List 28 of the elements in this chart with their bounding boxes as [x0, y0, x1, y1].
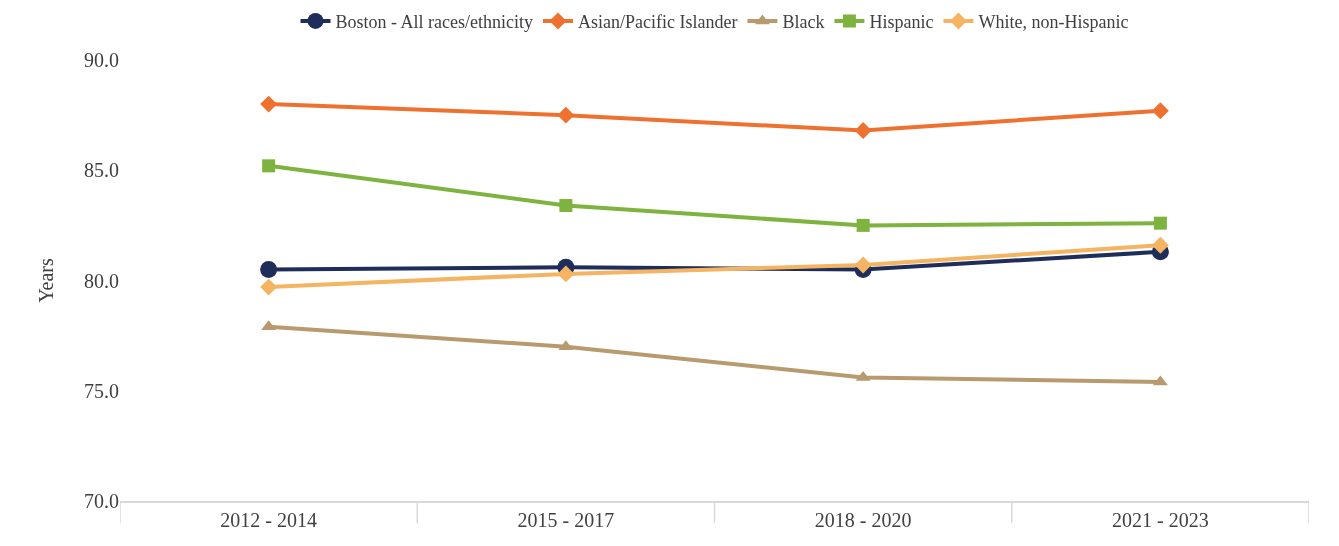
y-axis-title: Years — [34, 257, 57, 303]
point — [262, 159, 276, 173]
x-tick-label: 2021 - 2023 — [1112, 508, 1209, 531]
point — [1151, 102, 1169, 120]
y-tick-label: 80.0 — [84, 269, 119, 292]
point — [557, 265, 575, 283]
point — [559, 199, 573, 213]
point — [1153, 216, 1167, 230]
point — [854, 122, 872, 140]
legend-label: Black — [782, 11, 825, 32]
legend-label: Asian/Pacific Islander — [577, 11, 738, 32]
point — [1151, 236, 1169, 254]
y-tick-label: 90.0 — [84, 49, 119, 71]
point — [856, 218, 870, 232]
point — [260, 278, 278, 296]
x-tick-label: 2015 - 2017 — [517, 508, 615, 531]
point — [260, 95, 278, 113]
point — [557, 106, 575, 124]
y-tick-label: 70.0 — [84, 490, 119, 512]
point — [260, 260, 278, 278]
x-tick-label: 2012 - 2014 — [220, 508, 317, 531]
legend-label: Hispanic — [869, 11, 934, 32]
x-tick-label: 2018 - 2020 — [814, 508, 912, 531]
y-tick-label: 75.0 — [84, 379, 119, 402]
y-tick-label: 85.0 — [84, 159, 119, 182]
legend-label: Boston - All races/ethnicity — [335, 11, 533, 32]
point — [854, 256, 872, 274]
legend-label: White, non-Hispanic — [978, 11, 1129, 32]
